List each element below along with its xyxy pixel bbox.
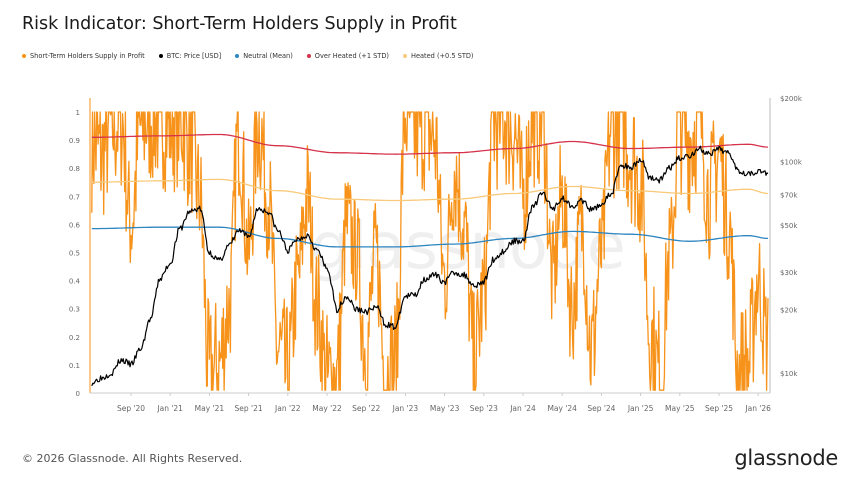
x-tick-label: Sep '25 bbox=[705, 404, 733, 413]
x-tick-label: Jan '23 bbox=[392, 404, 419, 413]
y-left-tick-label: 0.2 bbox=[69, 334, 80, 342]
x-tick-label: Jan '25 bbox=[627, 404, 654, 413]
y-right-tick-label: $200k bbox=[780, 95, 803, 103]
x-tick-label: Jan '24 bbox=[509, 404, 536, 413]
copyright: © 2026 Glassnode. All Rights Reserved. bbox=[22, 452, 243, 465]
y-right-tick-label: $10k bbox=[780, 370, 798, 378]
x-tick-label: Sep '22 bbox=[352, 404, 380, 413]
y-left-tick-label: 0.4 bbox=[69, 278, 81, 286]
y-left-tick-label: 0 bbox=[76, 390, 80, 398]
x-tick-label: Jan '22 bbox=[274, 404, 301, 413]
legend: Short-Term Holders Supply in Profit BTC:… bbox=[22, 52, 474, 60]
y-left-tick-label: 0.3 bbox=[69, 306, 80, 314]
legend-item-sth[interactable]: Short-Term Holders Supply in Profit bbox=[22, 52, 145, 60]
legend-label: Neutral (Mean) bbox=[243, 52, 293, 60]
legend-item-over-heated[interactable]: Over Heated (+1 STD) bbox=[306, 52, 389, 60]
x-tick-label: Sep '21 bbox=[235, 404, 263, 413]
btc-price-line bbox=[91, 145, 769, 387]
y-left-tick-label: 0.1 bbox=[69, 362, 80, 370]
x-tick-label: May '21 bbox=[195, 404, 225, 413]
legend-item-neutral[interactable]: Neutral (Mean) bbox=[235, 52, 293, 60]
x-tick-label: Sep '20 bbox=[117, 404, 145, 413]
legend-dot-icon bbox=[235, 54, 240, 58]
y-right-tick-label: $20k bbox=[780, 306, 798, 314]
chart-title: Risk Indicator: Short-Term Holders Suppl… bbox=[22, 14, 457, 34]
y-right-tick-label: $100k bbox=[780, 159, 803, 167]
over-heated-line bbox=[91, 133, 769, 155]
y-left-tick-label: 1 bbox=[76, 109, 80, 117]
x-tick-label: Sep '23 bbox=[470, 404, 498, 413]
heated-line bbox=[91, 178, 769, 202]
x-tick-label: May '23 bbox=[430, 404, 460, 413]
y-left-tick-label: 0.9 bbox=[69, 137, 80, 145]
legend-item-btc[interactable]: BTC: Price [USD] bbox=[158, 52, 222, 60]
legend-item-heated[interactable]: Heated (+0.5 STD) bbox=[402, 52, 474, 60]
legend-dot-icon bbox=[402, 54, 407, 58]
y-left-tick-label: 0.5 bbox=[69, 250, 80, 258]
y-left-tick-label: 0.6 bbox=[69, 221, 81, 229]
legend-dot-icon bbox=[158, 54, 163, 58]
y-right-tick-label: $30k bbox=[780, 269, 798, 277]
x-tick-label: May '24 bbox=[547, 404, 577, 413]
y-left-tick-label: 0.7 bbox=[69, 193, 80, 201]
x-tick-label: Sep '24 bbox=[587, 404, 615, 413]
brand-logo: glassnode bbox=[734, 446, 838, 470]
legend-label: BTC: Price [USD] bbox=[166, 52, 222, 60]
legend-label: Over Heated (+1 STD) bbox=[314, 52, 389, 60]
legend-label: Heated (+0.5 STD) bbox=[410, 52, 474, 60]
x-tick-label: May '25 bbox=[665, 404, 695, 413]
y-right-tick-label: $50k bbox=[780, 222, 798, 230]
neutral-mean-line bbox=[91, 226, 769, 248]
sth-supply-in-profit-line bbox=[91, 111, 769, 391]
x-tick-label: Jan '21 bbox=[156, 404, 183, 413]
x-tick-label: Jan '26 bbox=[744, 404, 771, 413]
legend-dot-icon bbox=[306, 54, 311, 58]
legend-label: Short-Term Holders Supply in Profit bbox=[30, 52, 145, 60]
y-left-tick-label: 0.8 bbox=[69, 165, 80, 173]
legend-dot-icon bbox=[22, 54, 26, 58]
x-tick-label: May '22 bbox=[312, 404, 342, 413]
y-right-tick-label: $70k bbox=[780, 191, 798, 199]
